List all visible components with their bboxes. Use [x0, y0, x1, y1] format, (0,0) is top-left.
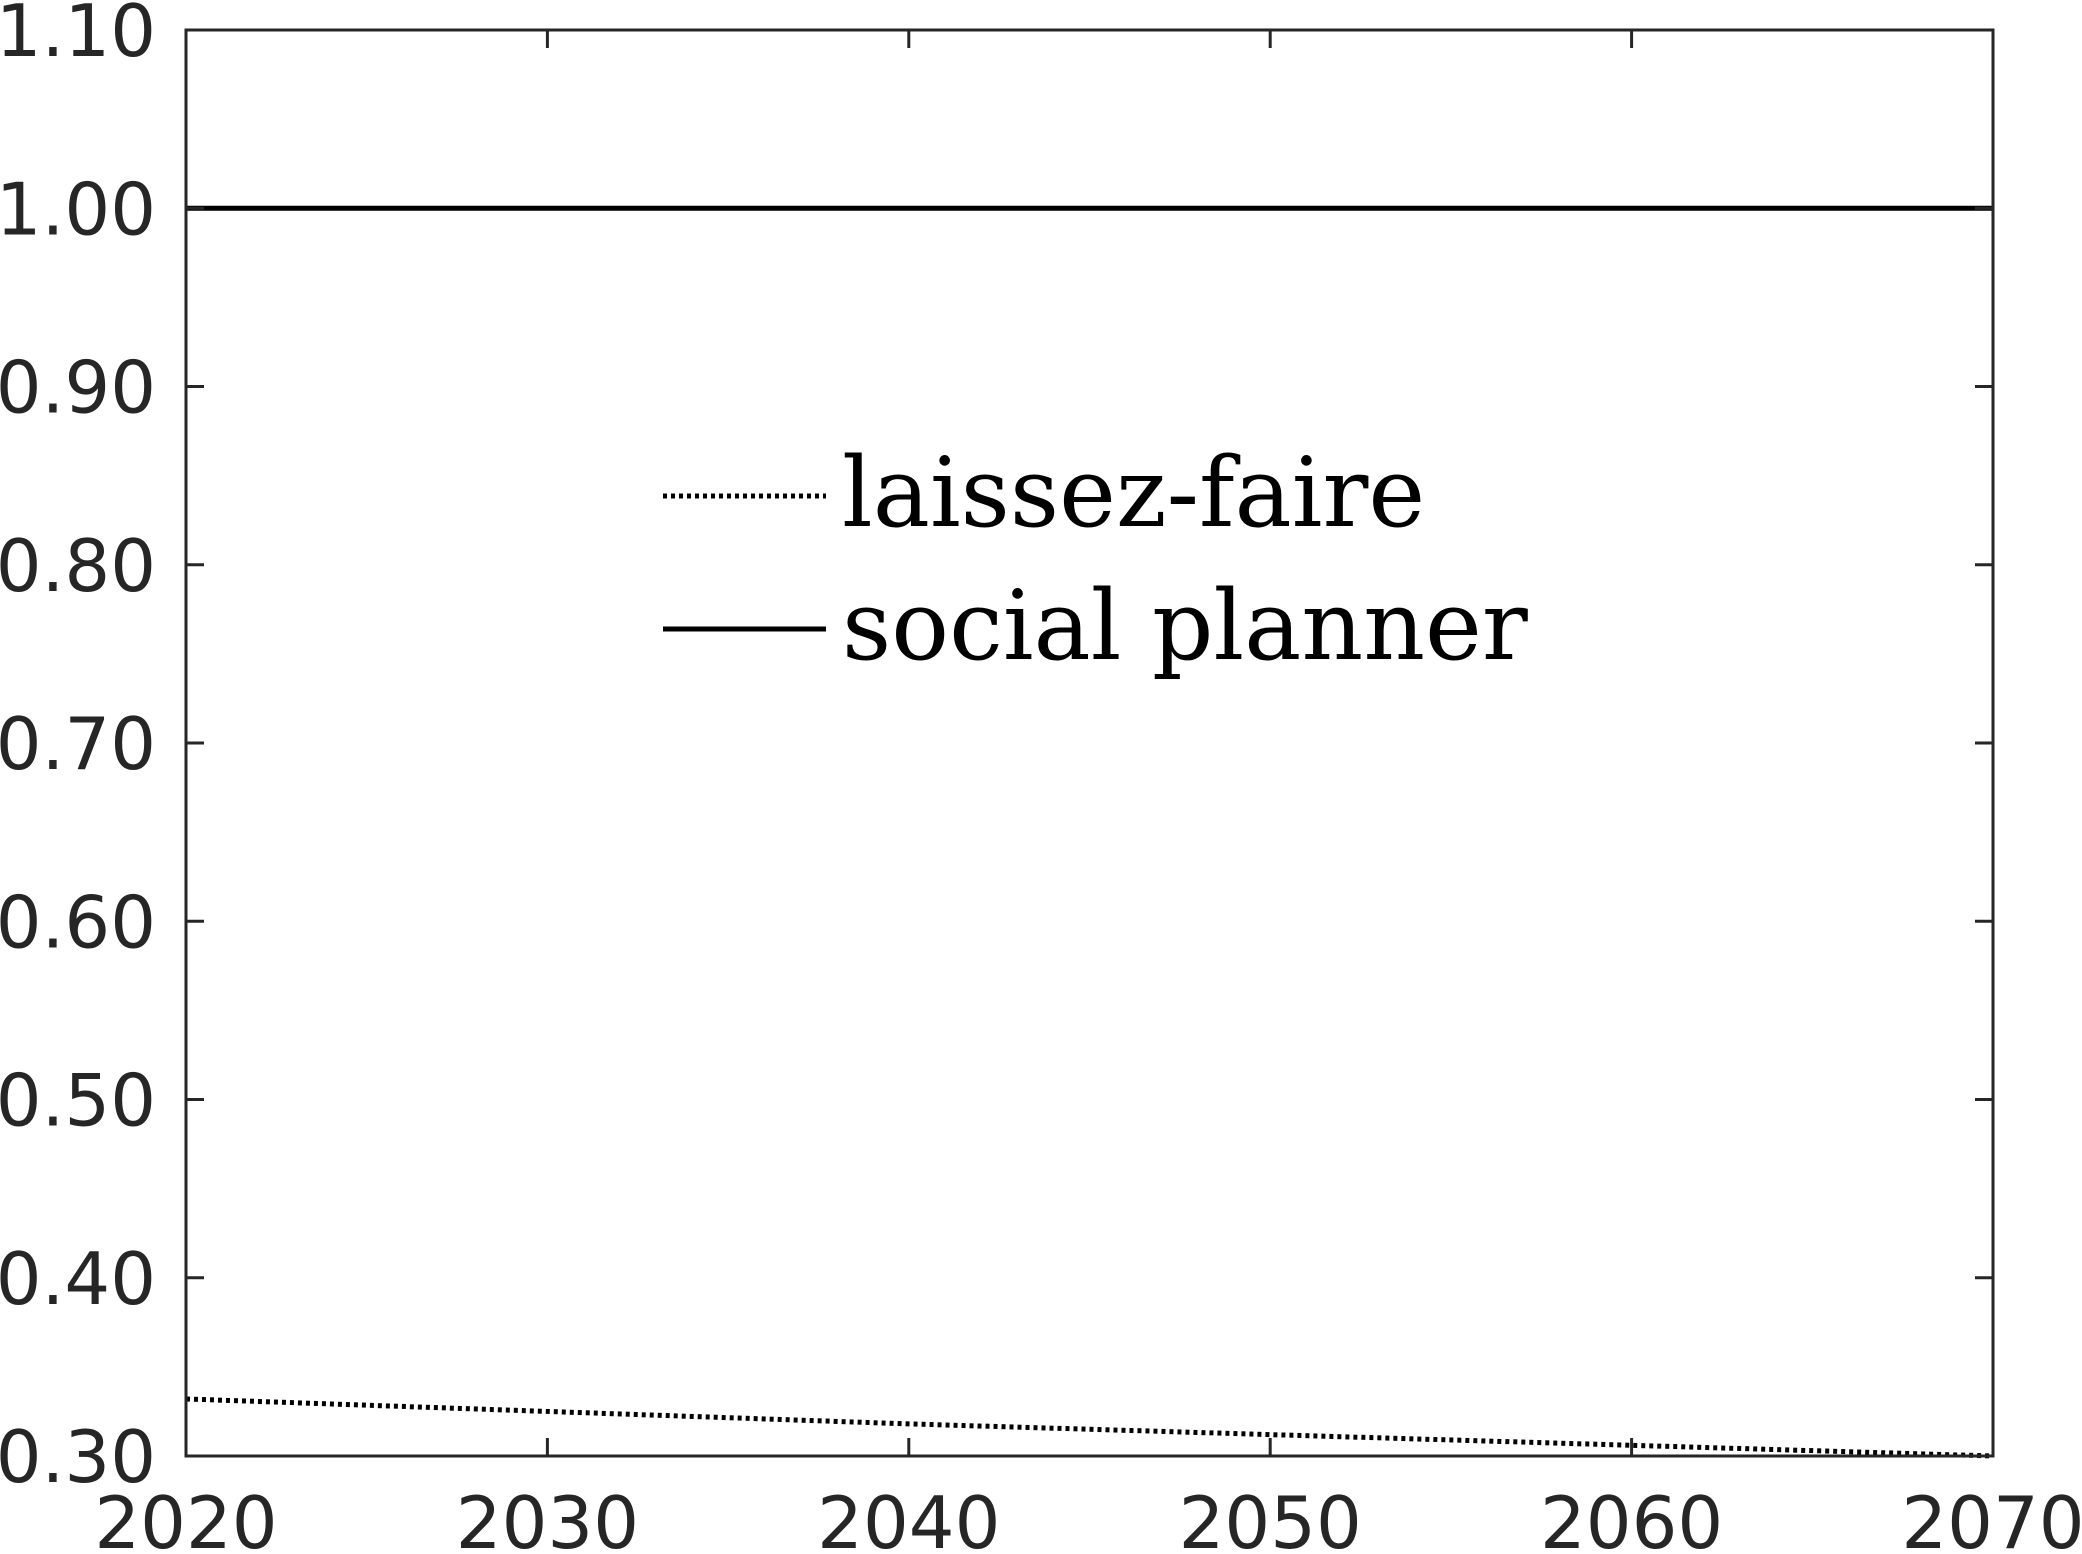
x-tick-label: 2020	[94, 1481, 277, 1554]
y-tick-label: 0.90	[0, 346, 156, 430]
series-line-laissez-faire	[185, 1396, 1994, 1459]
y-tick-label: 0.80	[0, 524, 156, 608]
legend-label-social-planner: social planner	[842, 570, 1528, 682]
x-tick-label: 2050	[1179, 1481, 1362, 1554]
y-tick-label: 1.00	[0, 167, 156, 251]
x-tick-label: 2040	[817, 1481, 1000, 1554]
plot-area-frame	[184, 28, 1995, 1458]
y-tick-label: 0.50	[0, 1059, 156, 1143]
series-layer	[185, 205, 1994, 1459]
y-tick-label: 0.30	[0, 1415, 156, 1499]
axis-ticks	[184, 28, 1995, 1458]
x-tick-label: 2030	[456, 1481, 639, 1554]
y-tick-label: 0.60	[0, 880, 156, 964]
y-tick-label: 1.10	[0, 0, 156, 73]
legend: laissez-faire social planner	[663, 437, 1528, 682]
x-tick-label: 2070	[1901, 1481, 2082, 1554]
y-tick-label: 0.70	[0, 702, 156, 786]
y-tick-label: 0.40	[0, 1237, 156, 1321]
x-tick-label: 2060	[1540, 1481, 1723, 1554]
legend-label-laissez-faire: laissez-faire	[842, 437, 1425, 549]
